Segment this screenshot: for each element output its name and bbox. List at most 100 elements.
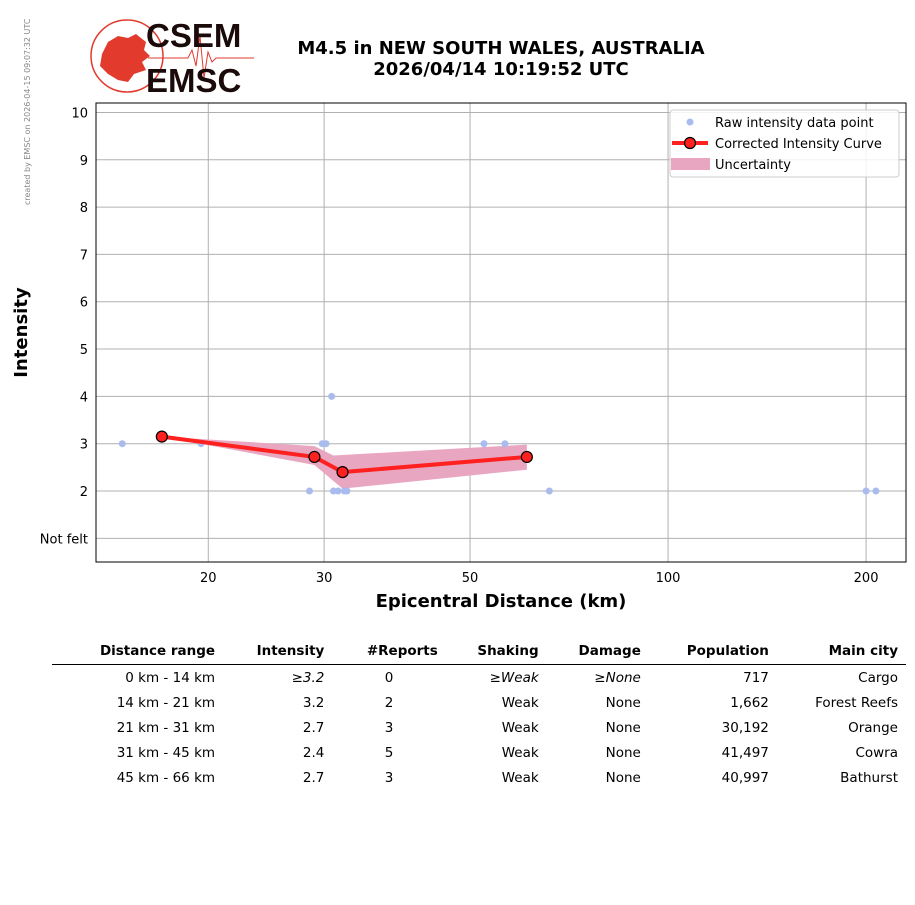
- y-tick-label: 8: [80, 201, 88, 216]
- table-cell: 14 km - 21 km: [116, 694, 216, 711]
- table-cell: ≥Weak: [489, 669, 539, 686]
- table-row: 31 km - 45 km 2.4 5 Weak None 41,497 Cowra: [52, 740, 906, 765]
- legend-curve-label: Corrected Intensity Curve: [715, 137, 882, 152]
- x-tick-label: 30: [316, 571, 333, 586]
- table-cell: 0: [384, 669, 394, 686]
- table-cell: Weak: [501, 769, 539, 786]
- legend-raw-label: Raw intensity data point: [715, 116, 874, 131]
- table-cell: 3: [384, 719, 394, 736]
- corrected-curve-point: [155, 430, 168, 443]
- logo-csem: CSEM: [146, 17, 241, 54]
- table-header-cell: Shaking: [445, 638, 547, 665]
- table-cell: None: [605, 694, 641, 711]
- y-tick-label: 10: [71, 106, 88, 121]
- legend-box: [669, 109, 900, 178]
- table-cell: 2.4: [302, 744, 325, 761]
- legend-band-label: Uncertainty: [715, 158, 791, 173]
- logo-emsc: EMSC: [146, 62, 241, 98]
- raw-data-point: [305, 487, 313, 495]
- x-tick-label: 20: [200, 571, 217, 586]
- table-cell: 21 km - 31 km: [116, 719, 216, 736]
- x-tick-label: 50: [462, 571, 479, 586]
- table-cell: 3.2: [302, 694, 325, 711]
- table-header-cell: Population: [648, 638, 777, 665]
- legend-raw-marker: [686, 118, 694, 126]
- y-tick-label: 3: [80, 438, 88, 453]
- table-cell: 31 km - 45 km: [116, 744, 216, 761]
- seismogram-line: [148, 35, 254, 79]
- table-cell: ≥3.2: [291, 669, 325, 686]
- table-cell: Cargo: [858, 669, 898, 686]
- chart-title: M4.5 in NEW SOUTH WALES, AUSTRALIA 2026/…: [256, 38, 746, 80]
- raw-data-point: [328, 392, 336, 400]
- table-cell: 0 km - 14 km: [125, 669, 216, 686]
- raw-data-point: [862, 487, 870, 495]
- x-axis-label: Epicentral Distance (km): [376, 591, 627, 612]
- table-cell: 2.7: [302, 719, 325, 736]
- table-cell: 5: [384, 744, 394, 761]
- raw-data-point: [501, 440, 509, 448]
- raw-data-point: [118, 440, 126, 448]
- corrected-curve-line: [161, 434, 528, 475]
- raw-data-point: [322, 440, 330, 448]
- y-tick-label: 6: [80, 296, 88, 311]
- table-row: 45 km - 66 km 2.7 3 Weak None 40,997 Bathurst: [52, 765, 906, 790]
- legend-band-swatch: [671, 158, 710, 170]
- table-header-cell: Distance range: [52, 638, 224, 665]
- table-cell: Weak: [501, 694, 539, 711]
- plot-frame: [95, 102, 907, 563]
- x-tick-label: 200: [854, 571, 879, 586]
- table-cell: 2.7: [302, 769, 325, 786]
- table-cell: None: [605, 744, 641, 761]
- y-tick-label: 5: [80, 343, 88, 358]
- table-cell: 3: [384, 769, 394, 786]
- table-header-row: Distance range Intensity #Reports Shaking Da…: [52, 638, 906, 665]
- table-cell: 40,997: [721, 769, 769, 786]
- table-cell: Cowra: [855, 744, 898, 761]
- legend: Raw intensity data point Corrected Intens…: [669, 109, 900, 178]
- y-tick-label: 4: [80, 390, 88, 405]
- y-tick-label: Not felt: [40, 532, 88, 547]
- table-cell: Weak: [501, 719, 539, 736]
- title-event: M4.5 in NEW SOUTH WALES, AUSTRALIA: [297, 38, 705, 59]
- y-tick-label: 9: [80, 154, 88, 169]
- table-header-cell: #Reports: [332, 638, 446, 665]
- table-cell: Forest Reefs: [815, 694, 898, 711]
- raw-data-point: [480, 440, 488, 448]
- intensity-chart: Not felt 2 3 4 5 6 7 8 9 10 20 30 50 100 200 Epicentral…: [11, 102, 907, 612]
- table-header-cell: Main city: [776, 638, 906, 665]
- table-cell: Weak: [501, 744, 539, 761]
- corrected-curve-point: [308, 450, 321, 464]
- table-row: 14 km - 21 km 3.2 2 Weak None 1,662 Forest Ree…: [52, 690, 906, 715]
- table-header-cell: Damage: [546, 638, 649, 665]
- corrected-curve-point: [336, 465, 349, 479]
- table-cell: 45 km - 66 km: [116, 769, 216, 786]
- table-row: 0 km - 14 km ≥3.2 0 ≥Weak ≥None 717 Cargo: [52, 665, 906, 691]
- table-cell: 717: [743, 669, 769, 686]
- legend-curve-marker: [683, 136, 697, 150]
- y-tick-label: 2: [80, 485, 88, 500]
- table-cell: 30,192: [721, 719, 769, 736]
- raw-data-point: [872, 487, 880, 495]
- table-cell: 1,662: [730, 694, 769, 711]
- x-tick-label: 100: [656, 571, 681, 586]
- raw-data-point: [343, 487, 351, 495]
- raw-data-point: [334, 487, 342, 495]
- corrected-curve-point: [520, 450, 533, 464]
- europe-map-shape: [100, 34, 150, 82]
- table-cell: 41,497: [721, 744, 769, 761]
- intensity-table: Distance range Intensity #Reports Shaking Da…: [52, 638, 906, 790]
- table-cell: None: [605, 769, 641, 786]
- title-datetime: 2026/04/14 10:19:52 UTC: [373, 59, 629, 80]
- y-tick-label: 7: [80, 248, 88, 263]
- table-cell: Orange: [848, 719, 898, 736]
- table-cell: None: [605, 719, 641, 736]
- table-row: 21 km - 31 km 2.7 3 Weak None 30,192 Orange: [52, 715, 906, 740]
- csem-emsc-logo: CSEM EMSC: [90, 17, 254, 98]
- raw-data-point: [545, 487, 553, 495]
- table-cell: ≥None: [594, 669, 641, 686]
- table-header-cell: Intensity: [223, 638, 333, 665]
- table-cell: Bathurst: [840, 769, 898, 786]
- y-axis-label: Intensity: [11, 287, 32, 378]
- table-body: 0 km - 14 km ≥3.2 0 ≥Weak ≥None 717 Cargo 14 km…: [52, 665, 906, 791]
